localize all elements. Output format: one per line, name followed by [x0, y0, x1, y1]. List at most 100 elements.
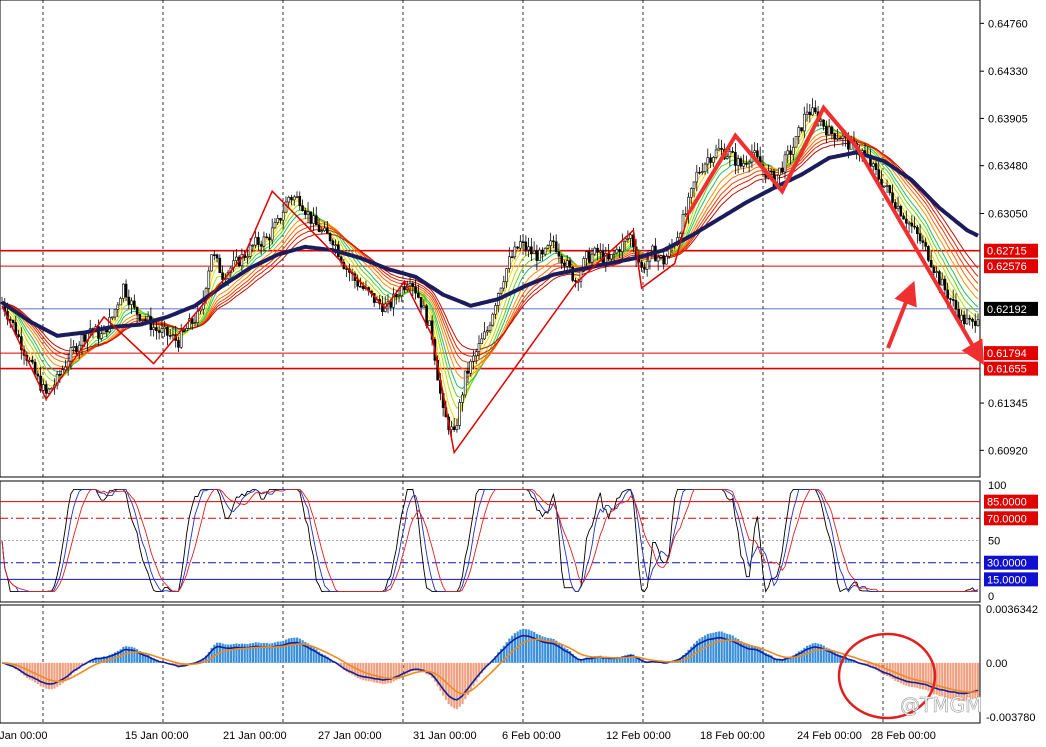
histogram-bar [811, 643, 814, 663]
histogram-bar [530, 630, 533, 663]
histogram-bar [544, 637, 547, 663]
candle-body [932, 266, 936, 273]
candle-body [301, 205, 304, 211]
histogram-bar [464, 662, 467, 700]
candle-body [428, 320, 431, 326]
level-tag-label: 0.62715 [987, 246, 1027, 258]
candle-body [403, 286, 406, 290]
candle-body [557, 251, 561, 257]
candle-body [72, 346, 75, 348]
candle-body [530, 246, 533, 255]
histogram-bar [136, 649, 139, 663]
time-tick-label: 24 Feb 00:00 [797, 730, 862, 742]
histogram-bar [836, 653, 839, 663]
candle-body [312, 215, 315, 224]
histogram-bar [574, 656, 577, 663]
histogram-bar [45, 662, 48, 689]
histogram-bar [100, 657, 103, 663]
histogram-bar [748, 645, 751, 663]
histogram-bar [877, 662, 880, 672]
histogram-bar [905, 662, 908, 686]
candle-body [902, 215, 905, 220]
candle-body [265, 236, 268, 239]
candle-body [643, 267, 646, 270]
histogram-bar [370, 662, 373, 682]
candle-body [565, 260, 569, 267]
candle-body [780, 167, 784, 173]
candle-body [461, 394, 464, 403]
oscillator-lines [1, 488, 979, 593]
histogram-bar [797, 651, 800, 663]
histogram-bar [745, 644, 748, 663]
histogram-bar [957, 662, 960, 701]
candle-body [778, 167, 781, 176]
candle-body [896, 205, 900, 210]
histogram-bar [72, 662, 75, 673]
candle-body [290, 197, 293, 201]
candle-body [452, 426, 456, 430]
candle-body [119, 298, 122, 306]
histogram-bar [91, 658, 95, 663]
histogram-bar [284, 639, 288, 663]
candle-body [714, 149, 718, 158]
candle-body [927, 246, 930, 261]
candle-body [893, 202, 897, 210]
candle-body [756, 150, 759, 157]
histogram-bar [466, 662, 470, 695]
candle-body [838, 137, 842, 140]
candle-body [287, 197, 291, 203]
hist-tick-label: 0.00 [986, 658, 1007, 670]
candle-body [323, 227, 326, 231]
candle-body [877, 169, 881, 180]
histogram-bar [505, 642, 508, 663]
histogram-bar [246, 644, 249, 663]
histogram-bar [566, 648, 569, 663]
candle-body [485, 330, 489, 333]
osc-level-label: 30.0000 [987, 558, 1027, 570]
candle-body [472, 355, 475, 362]
price-tick-label: 0.64760 [988, 18, 1028, 30]
candle-body [524, 241, 528, 251]
level-tag [984, 243, 1038, 258]
candle-body [17, 334, 20, 337]
histogram-bar [329, 658, 332, 663]
candle-body [397, 295, 401, 298]
histogram-bar [872, 662, 875, 669]
histogram-bar [420, 662, 423, 672]
histogram-bar [869, 662, 872, 668]
candle-body [700, 171, 704, 173]
histogram-bar [549, 638, 552, 663]
histogram-bar [535, 633, 539, 663]
histogram-bar [974, 662, 977, 699]
candle-body [841, 135, 845, 139]
candle-body [505, 268, 508, 283]
candle-body [940, 278, 944, 286]
moving-average [0, 150, 979, 338]
histogram-bar [833, 652, 836, 663]
histogram-bar [913, 662, 916, 688]
candle-body [507, 256, 511, 269]
histogram-bar [800, 650, 803, 663]
histogram-bar [152, 658, 155, 663]
histogram-bar [767, 654, 770, 663]
histogram-bar [318, 651, 321, 663]
histogram-bar [425, 662, 428, 675]
candle-body [717, 147, 721, 151]
candle-body [885, 185, 889, 187]
histogram-bar [883, 662, 886, 676]
histogram-bar [814, 642, 817, 663]
candle-body [827, 126, 831, 136]
candle-body [825, 126, 828, 136]
level-tag [984, 361, 1038, 376]
histogram-bar [965, 662, 969, 701]
histogram-bar [403, 662, 406, 676]
candle-body [292, 196, 296, 201]
histogram-bar [232, 643, 235, 663]
level-tag [984, 259, 1038, 274]
histogram-bar [351, 662, 354, 675]
histogram-bar [712, 632, 715, 663]
candle-body [295, 196, 299, 198]
candle-body [753, 150, 756, 153]
histogram-bar [728, 634, 732, 663]
histogram-bar [764, 652, 767, 663]
